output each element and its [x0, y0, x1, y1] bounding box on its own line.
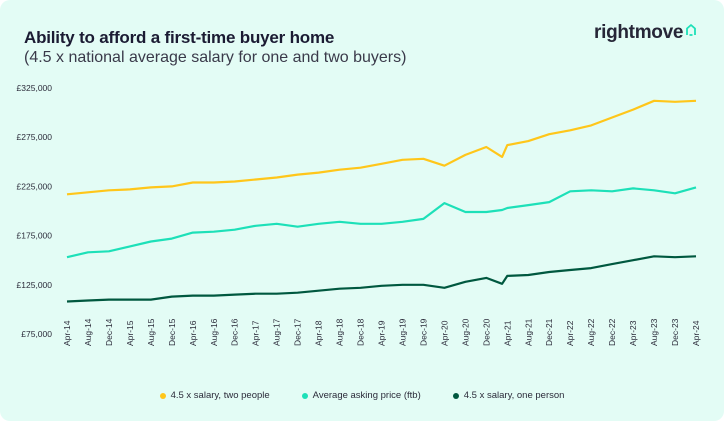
legend-item-one-person: 4.5 x salary, one person [452, 390, 565, 401]
x-tick-label: Dec-18 [356, 318, 366, 346]
y-tick-label: £75,000 [21, 329, 52, 339]
legend-marker-one-person [452, 392, 459, 399]
x-tick-label: Dec-14 [104, 318, 114, 346]
legend-marker-two-people [159, 392, 166, 399]
x-tick-label: Dec-21 [544, 318, 554, 346]
x-tick-label: Aug-18 [335, 318, 345, 346]
x-tick-label: Aug-22 [586, 318, 596, 346]
y-tick-label: £125,000 [17, 280, 53, 290]
x-tick-label: Dec-16 [230, 318, 240, 346]
x-tick-label: Apr-23 [628, 320, 638, 346]
y-tick-label: £175,000 [17, 231, 53, 241]
legend: 4.5 x salary, two people Average asking … [0, 390, 724, 401]
rightmove-logo: rightmove [594, 22, 697, 44]
x-tick-label: Aug-21 [523, 318, 533, 346]
x-tick-label: Apr-16 [188, 320, 198, 346]
x-tick-label: Apr-21 [502, 320, 512, 346]
x-tick-label: Aug-14 [83, 318, 93, 346]
x-tick-label: Dec-23 [670, 318, 680, 346]
x-tick-label: Aug-17 [272, 318, 282, 346]
x-tick-label: Aug-23 [649, 318, 659, 346]
series-line-asking-price [66, 186, 697, 259]
chart-subtitle: (4.5 x national average salary for one a… [24, 49, 407, 66]
x-tick-label: Dec-19 [418, 318, 428, 346]
x-tick-label: Apr-18 [314, 320, 324, 346]
x-tick-label: Apr-22 [565, 320, 575, 346]
house-icon [686, 24, 697, 36]
legend-label: Average asking price (ftb) [312, 390, 421, 401]
x-tick-label: Dec-22 [607, 318, 617, 346]
chart-title: Ability to afford a first-time buyer hom… [24, 28, 335, 47]
x-tick-label: Aug-19 [397, 318, 407, 346]
legend-item-asking-price: Average asking price (ftb) [301, 390, 421, 401]
legend-marker-asking-price [301, 392, 308, 399]
series-line-two-people [66, 99, 697, 196]
y-tick-label: £275,000 [17, 132, 53, 142]
x-tick-label: Dec-20 [481, 318, 491, 346]
x-tick-label: Apr-14 [62, 320, 72, 346]
logo-text: rightmove [594, 22, 684, 43]
legend-item-two-people: 4.5 x salary, two people [159, 390, 270, 401]
y-tick-label: £325,000 [17, 83, 53, 93]
x-tick-label: Aug-20 [460, 318, 470, 346]
x-tick-label: Dec-15 [167, 318, 177, 346]
x-tick-label: Apr-19 [377, 320, 387, 346]
x-tick-label: Dec-17 [293, 318, 303, 346]
x-tick-label: Aug-15 [146, 318, 156, 346]
x-tick-label: Apr-20 [439, 320, 449, 346]
y-tick-label: £225,000 [17, 181, 53, 191]
x-tick-label: Apr-15 [125, 320, 135, 346]
legend-label: 4.5 x salary, two people [170, 390, 270, 401]
x-tick-label: Apr-17 [251, 320, 261, 346]
series-line-one-person [66, 255, 697, 303]
x-tick-label: Aug-16 [209, 318, 219, 346]
x-tick-label: Apr-24 [691, 320, 701, 346]
legend-label: 4.5 x salary, one person [463, 390, 565, 401]
